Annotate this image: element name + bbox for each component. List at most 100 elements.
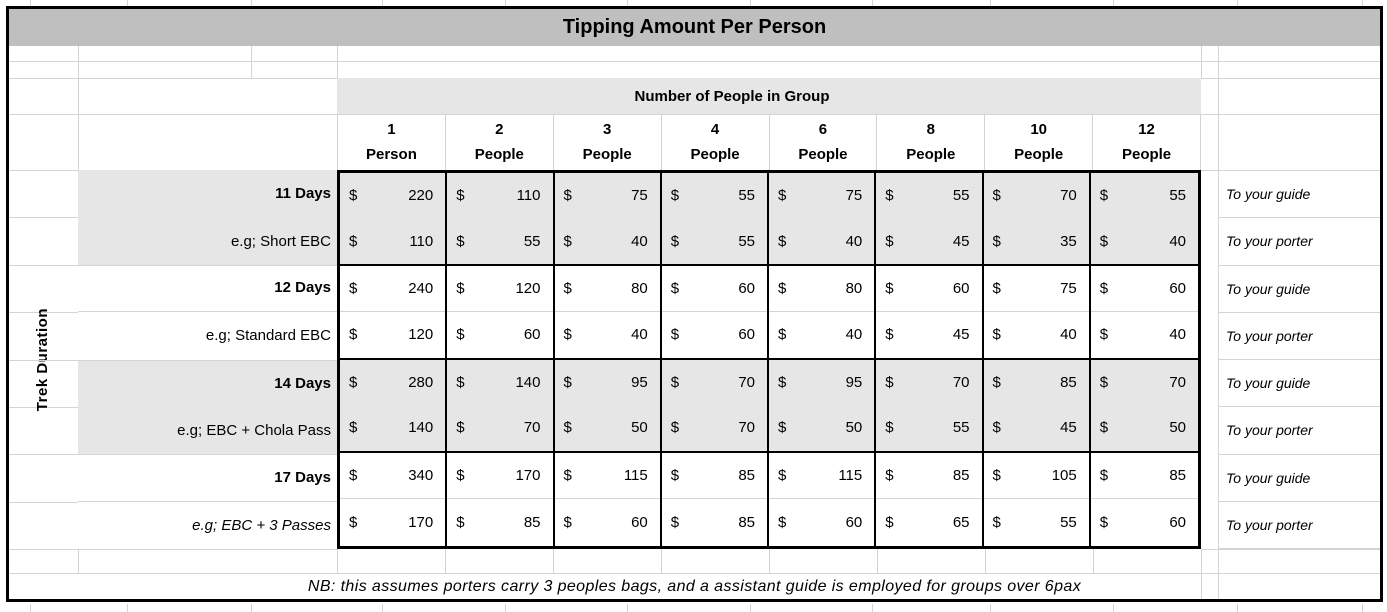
data-cell-group[interactable]: $60 $45 — [876, 266, 984, 360]
row-label-duration[interactable]: 11 Days — [78, 170, 337, 217]
data-cell-group[interactable]: $95 $50 — [769, 359, 877, 453]
data-cell-group[interactable]: $85 $45 — [983, 359, 1091, 453]
recipient-text: To your porter — [1226, 516, 1313, 533]
amount-value: 75 — [631, 187, 648, 205]
gridline — [251, 604, 252, 612]
currency-symbol: $ — [349, 232, 358, 250]
column-header-6-people[interactable]: 6 People — [770, 114, 878, 170]
value-row: $45 — [984, 405, 1089, 451]
data-cell-group[interactable]: $95 $50 — [554, 359, 662, 453]
data-cell-group[interactable]: $75 $40 — [983, 266, 1091, 360]
currency-symbol: $ — [992, 514, 1001, 532]
data-cell-group[interactable]: $70 $70 — [661, 359, 769, 453]
column-header-8-people[interactable]: 8 People — [877, 114, 986, 170]
amount-value: 80 — [845, 280, 863, 298]
value-row: $40 — [769, 312, 874, 358]
row-label-example[interactable]: e.g; EBC + 3 Passes — [78, 502, 337, 549]
currency-symbol: $ — [885, 514, 894, 532]
recipient-annotation[interactable]: To your porter — [1218, 502, 1383, 549]
gridline — [9, 265, 337, 266]
column-header-1-person[interactable]: 1 Person — [338, 114, 446, 170]
row-label-duration[interactable]: 14 Days — [78, 360, 337, 407]
column-headers-row: 1 Person 2 People 3 People 4 People 6 People 8 Peop… — [337, 114, 1201, 170]
recipient-annotation[interactable]: To your guide — [1218, 266, 1383, 313]
example-text: e.g; EBC + Chola Pass — [177, 422, 331, 440]
recipient-text: To your porter — [1226, 327, 1313, 344]
data-cell-group[interactable]: $75 $40 — [769, 173, 877, 267]
row-label-example[interactable]: e.g; Short EBC — [78, 217, 337, 264]
recipient-text: To your guide — [1226, 280, 1311, 297]
recipient-annotation[interactable]: To your porter — [1218, 218, 1383, 266]
amount-value: 40 — [1169, 326, 1186, 344]
recipient-annotation[interactable]: To your guide — [1218, 455, 1383, 502]
data-cell-group[interactable]: $120 $60 — [447, 266, 555, 360]
value-row: $220 — [340, 173, 445, 219]
column-header-12-people[interactable]: 12 People — [1093, 114, 1201, 170]
data-cell-group[interactable]: $60 $40 — [1090, 266, 1198, 360]
currency-symbol: $ — [456, 514, 465, 532]
data-cell-group[interactable]: $110 $55 — [447, 173, 555, 267]
data-cell-group[interactable]: $80 $40 — [769, 266, 877, 360]
data-cell-group[interactable]: $70 $50 — [1090, 359, 1198, 453]
data-cell-group[interactable]: $85 $85 — [661, 452, 769, 546]
currency-symbol: $ — [885, 280, 894, 298]
currency-symbol: $ — [778, 326, 787, 344]
value-row: $85 — [447, 499, 552, 546]
column-header-unit: People — [906, 146, 956, 163]
column-header-3-people[interactable]: 3 People — [554, 114, 662, 170]
gridline — [127, 604, 128, 612]
value-row: $65 — [876, 499, 981, 546]
value-row: $60 — [876, 266, 982, 312]
data-cell-group[interactable]: $55 $55 — [661, 173, 769, 267]
gridline — [1113, 604, 1114, 612]
data-cell-group[interactable]: $80 $40 — [554, 266, 662, 360]
gridline — [985, 549, 986, 573]
data-cell-group[interactable]: $140 $70 — [447, 359, 555, 453]
data-cell-group[interactable]: $115 $60 — [769, 452, 877, 546]
footnote-row[interactable]: NB: this assumes porters carry 3 peoples… — [9, 574, 1380, 599]
recipient-annotation[interactable]: To your porter — [1218, 313, 1383, 360]
duration-text: 14 Days — [274, 374, 331, 392]
value-row: $70 — [662, 360, 767, 406]
data-cell-group[interactable]: $280 $140 — [340, 359, 448, 453]
amount-value: 85 — [738, 467, 755, 485]
data-cell-group[interactable]: $340 $170 — [340, 452, 448, 546]
data-cell-group[interactable]: $55 $40 — [1090, 173, 1198, 267]
data-cell-group[interactable]: $75 $40 — [554, 173, 662, 267]
data-cell-group[interactable]: $115 $60 — [554, 452, 662, 546]
currency-symbol: $ — [992, 326, 1001, 344]
gridline — [1362, 0, 1363, 6]
value-row: $95 — [555, 360, 660, 406]
currency-symbol: $ — [1099, 514, 1109, 532]
column-header-2-people[interactable]: 2 People — [446, 114, 554, 170]
data-cell-group[interactable]: $70 $55 — [876, 359, 984, 453]
data-cell-group[interactable]: $240 $120 — [340, 266, 448, 360]
title-bar[interactable]: Tipping Amount Per Person — [9, 9, 1380, 46]
data-cell-group[interactable]: $170 $85 — [447, 452, 555, 546]
amount-value: 70 — [523, 419, 541, 437]
data-cell-group[interactable]: $60 $60 — [661, 266, 769, 360]
row-label-example[interactable]: e.g; EBC + Chola Pass — [78, 407, 337, 454]
recipient-annotation[interactable]: To your guide — [1218, 360, 1383, 408]
data-cell-group[interactable]: $85 $60 — [1090, 453, 1198, 546]
data-cell-group[interactable]: $85 $65 — [876, 452, 984, 546]
value-row: $85 — [984, 360, 1089, 406]
recipient-annotation[interactable]: To your guide — [1218, 171, 1383, 219]
row-label-example[interactable]: e.g; Standard EBC — [78, 312, 337, 359]
data-cell-group[interactable]: $70 $35 — [983, 173, 1091, 267]
column-header-10-people[interactable]: 10 People — [985, 114, 1094, 170]
recipient-annotation[interactable]: To your porter — [1218, 407, 1383, 455]
gridline — [553, 549, 554, 573]
group-size-header[interactable]: Number of People in Group — [337, 78, 1201, 114]
amount-value: 40 — [845, 326, 863, 344]
row-label-duration[interactable]: 17 Days — [78, 454, 337, 502]
row-label-duration[interactable]: 12 Days — [78, 265, 337, 313]
column-header-4-people[interactable]: 4 People — [662, 114, 770, 170]
currency-symbol: $ — [563, 514, 572, 532]
data-cell-group[interactable]: $220 $110 — [340, 173, 448, 267]
currency-symbol: $ — [563, 232, 572, 250]
gridline — [750, 0, 751, 6]
data-cell-group[interactable]: $105 $55 — [983, 452, 1091, 546]
amount-value: 60 — [523, 326, 541, 344]
data-cell-group[interactable]: $55 $45 — [876, 173, 984, 267]
